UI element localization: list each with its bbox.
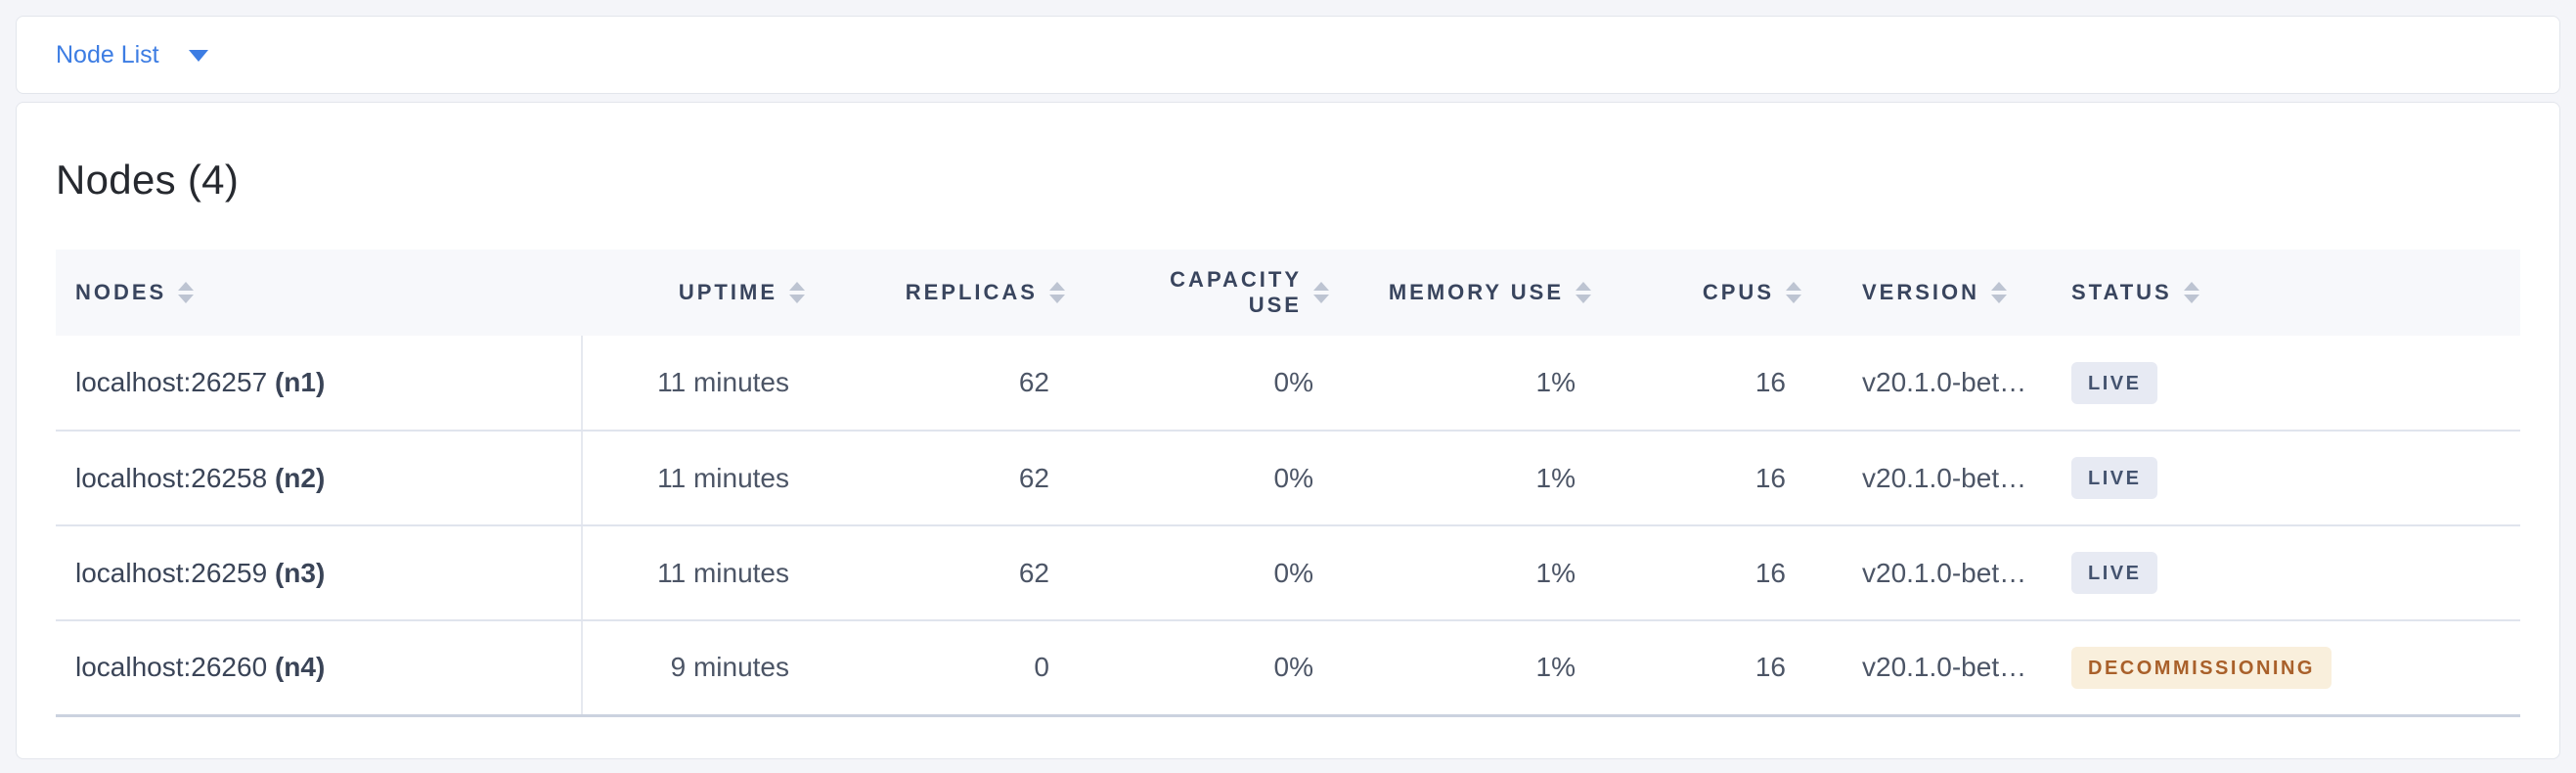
sort-icon	[178, 282, 195, 303]
status-cell: DECOMMISSIONING	[2058, 620, 2520, 717]
sort-icon	[1786, 282, 1801, 303]
memory-use-cell: 1%	[1341, 336, 1603, 432]
status-badge: DECOMMISSIONING	[2071, 646, 2332, 689]
cpus-cell: 16	[1603, 336, 1813, 432]
status-cell: LIVE	[2058, 525, 2520, 621]
node-address: localhost:26258	[75, 462, 268, 493]
column-header-memory-use[interactable]: MEMORY USE	[1341, 250, 1603, 336]
version-cell: v20.1.0-bet…	[1813, 620, 2058, 717]
version-cell: v20.1.0-bet…	[1813, 336, 2058, 432]
sort-icon	[1049, 282, 1065, 303]
node-cell: localhost:26258 (n2)	[56, 431, 583, 526]
column-header-replicas[interactable]: REPLICAS	[817, 250, 1077, 336]
sort-icon	[1313, 282, 1329, 303]
replicas-cell: 62	[817, 431, 1077, 526]
cpus-cell: 16	[1603, 525, 1813, 621]
node-address: localhost:26259	[75, 557, 268, 588]
uptime-cell: 11 minutes	[582, 525, 817, 621]
capacity-use-cell: 0%	[1077, 431, 1341, 526]
column-header-version[interactable]: VERSION	[1813, 250, 2058, 336]
column-header-status[interactable]: STATUS	[2058, 250, 2520, 336]
node-address: localhost:26257	[75, 367, 268, 397]
node-id: (n1)	[274, 367, 326, 397]
replicas-cell: 62	[817, 525, 1077, 621]
node-cell: localhost:26260 (n4)	[56, 620, 583, 717]
node-id: (n4)	[274, 652, 326, 683]
cpus-cell: 16	[1603, 620, 1813, 717]
version-cell: v20.1.0-bet…	[1813, 431, 2058, 526]
sort-icon	[2183, 282, 2199, 303]
table-header-row: NODES UPTIME REPLICAS CAPACITY USE	[56, 250, 2520, 336]
status-cell: LIVE	[2058, 431, 2520, 526]
node-id: (n3)	[274, 557, 326, 588]
replicas-cell: 0	[817, 620, 1077, 717]
column-header-nodes[interactable]: NODES	[56, 250, 582, 336]
sort-icon	[1991, 282, 2008, 303]
table-row: localhost:26257 (n1) 11 minutes 62 0% 1%…	[56, 336, 2520, 432]
status-badge: LIVE	[2071, 552, 2158, 594]
cpus-cell: 16	[1603, 431, 1813, 526]
table-row: localhost:26260 (n4) 9 minutes 0 0% 1% 1…	[56, 620, 2520, 717]
caret-down-icon	[188, 50, 208, 62]
view-selector-dropdown[interactable]: Node List	[56, 40, 208, 68]
status-badge: LIVE	[2071, 457, 2158, 499]
node-address: localhost:26260	[75, 652, 268, 683]
node-cell: localhost:26257 (n1)	[56, 336, 583, 432]
nodes-panel: Nodes (4) NODES UPTIME	[16, 102, 2560, 759]
status-badge: LIVE	[2071, 361, 2158, 404]
nodes-table: NODES UPTIME REPLICAS CAPACITY USE	[56, 250, 2520, 717]
capacity-use-cell: 0%	[1077, 525, 1341, 621]
capacity-use-cell: 0%	[1077, 620, 1341, 717]
page-title: Nodes (4)	[56, 157, 240, 203]
uptime-cell: 9 minutes	[582, 620, 817, 717]
memory-use-cell: 1%	[1341, 620, 1603, 717]
status-cell: LIVE	[2058, 336, 2520, 432]
column-header-capacity-use[interactable]: CAPACITY USE	[1077, 250, 1341, 336]
node-cell: localhost:26259 (n3)	[56, 525, 583, 621]
view-selector-bar: Node List	[16, 16, 2560, 94]
capacity-use-cell: 0%	[1077, 336, 1341, 432]
uptime-cell: 11 minutes	[582, 431, 817, 526]
view-selector-label: Node List	[56, 40, 159, 68]
column-header-cpus[interactable]: CPUS	[1603, 250, 1813, 336]
node-id: (n2)	[274, 462, 326, 493]
version-cell: v20.1.0-bet…	[1813, 525, 2058, 621]
table-row: localhost:26259 (n3) 11 minutes 62 0% 1%…	[56, 525, 2520, 621]
memory-use-cell: 1%	[1341, 431, 1603, 526]
column-header-uptime[interactable]: UPTIME	[582, 250, 817, 336]
memory-use-cell: 1%	[1341, 525, 1603, 621]
table-row: localhost:26258 (n2) 11 minutes 62 0% 1%…	[56, 431, 2520, 526]
sort-icon	[789, 282, 805, 303]
replicas-cell: 62	[817, 336, 1077, 432]
uptime-cell: 11 minutes	[582, 336, 817, 432]
sort-icon	[1576, 282, 1591, 303]
